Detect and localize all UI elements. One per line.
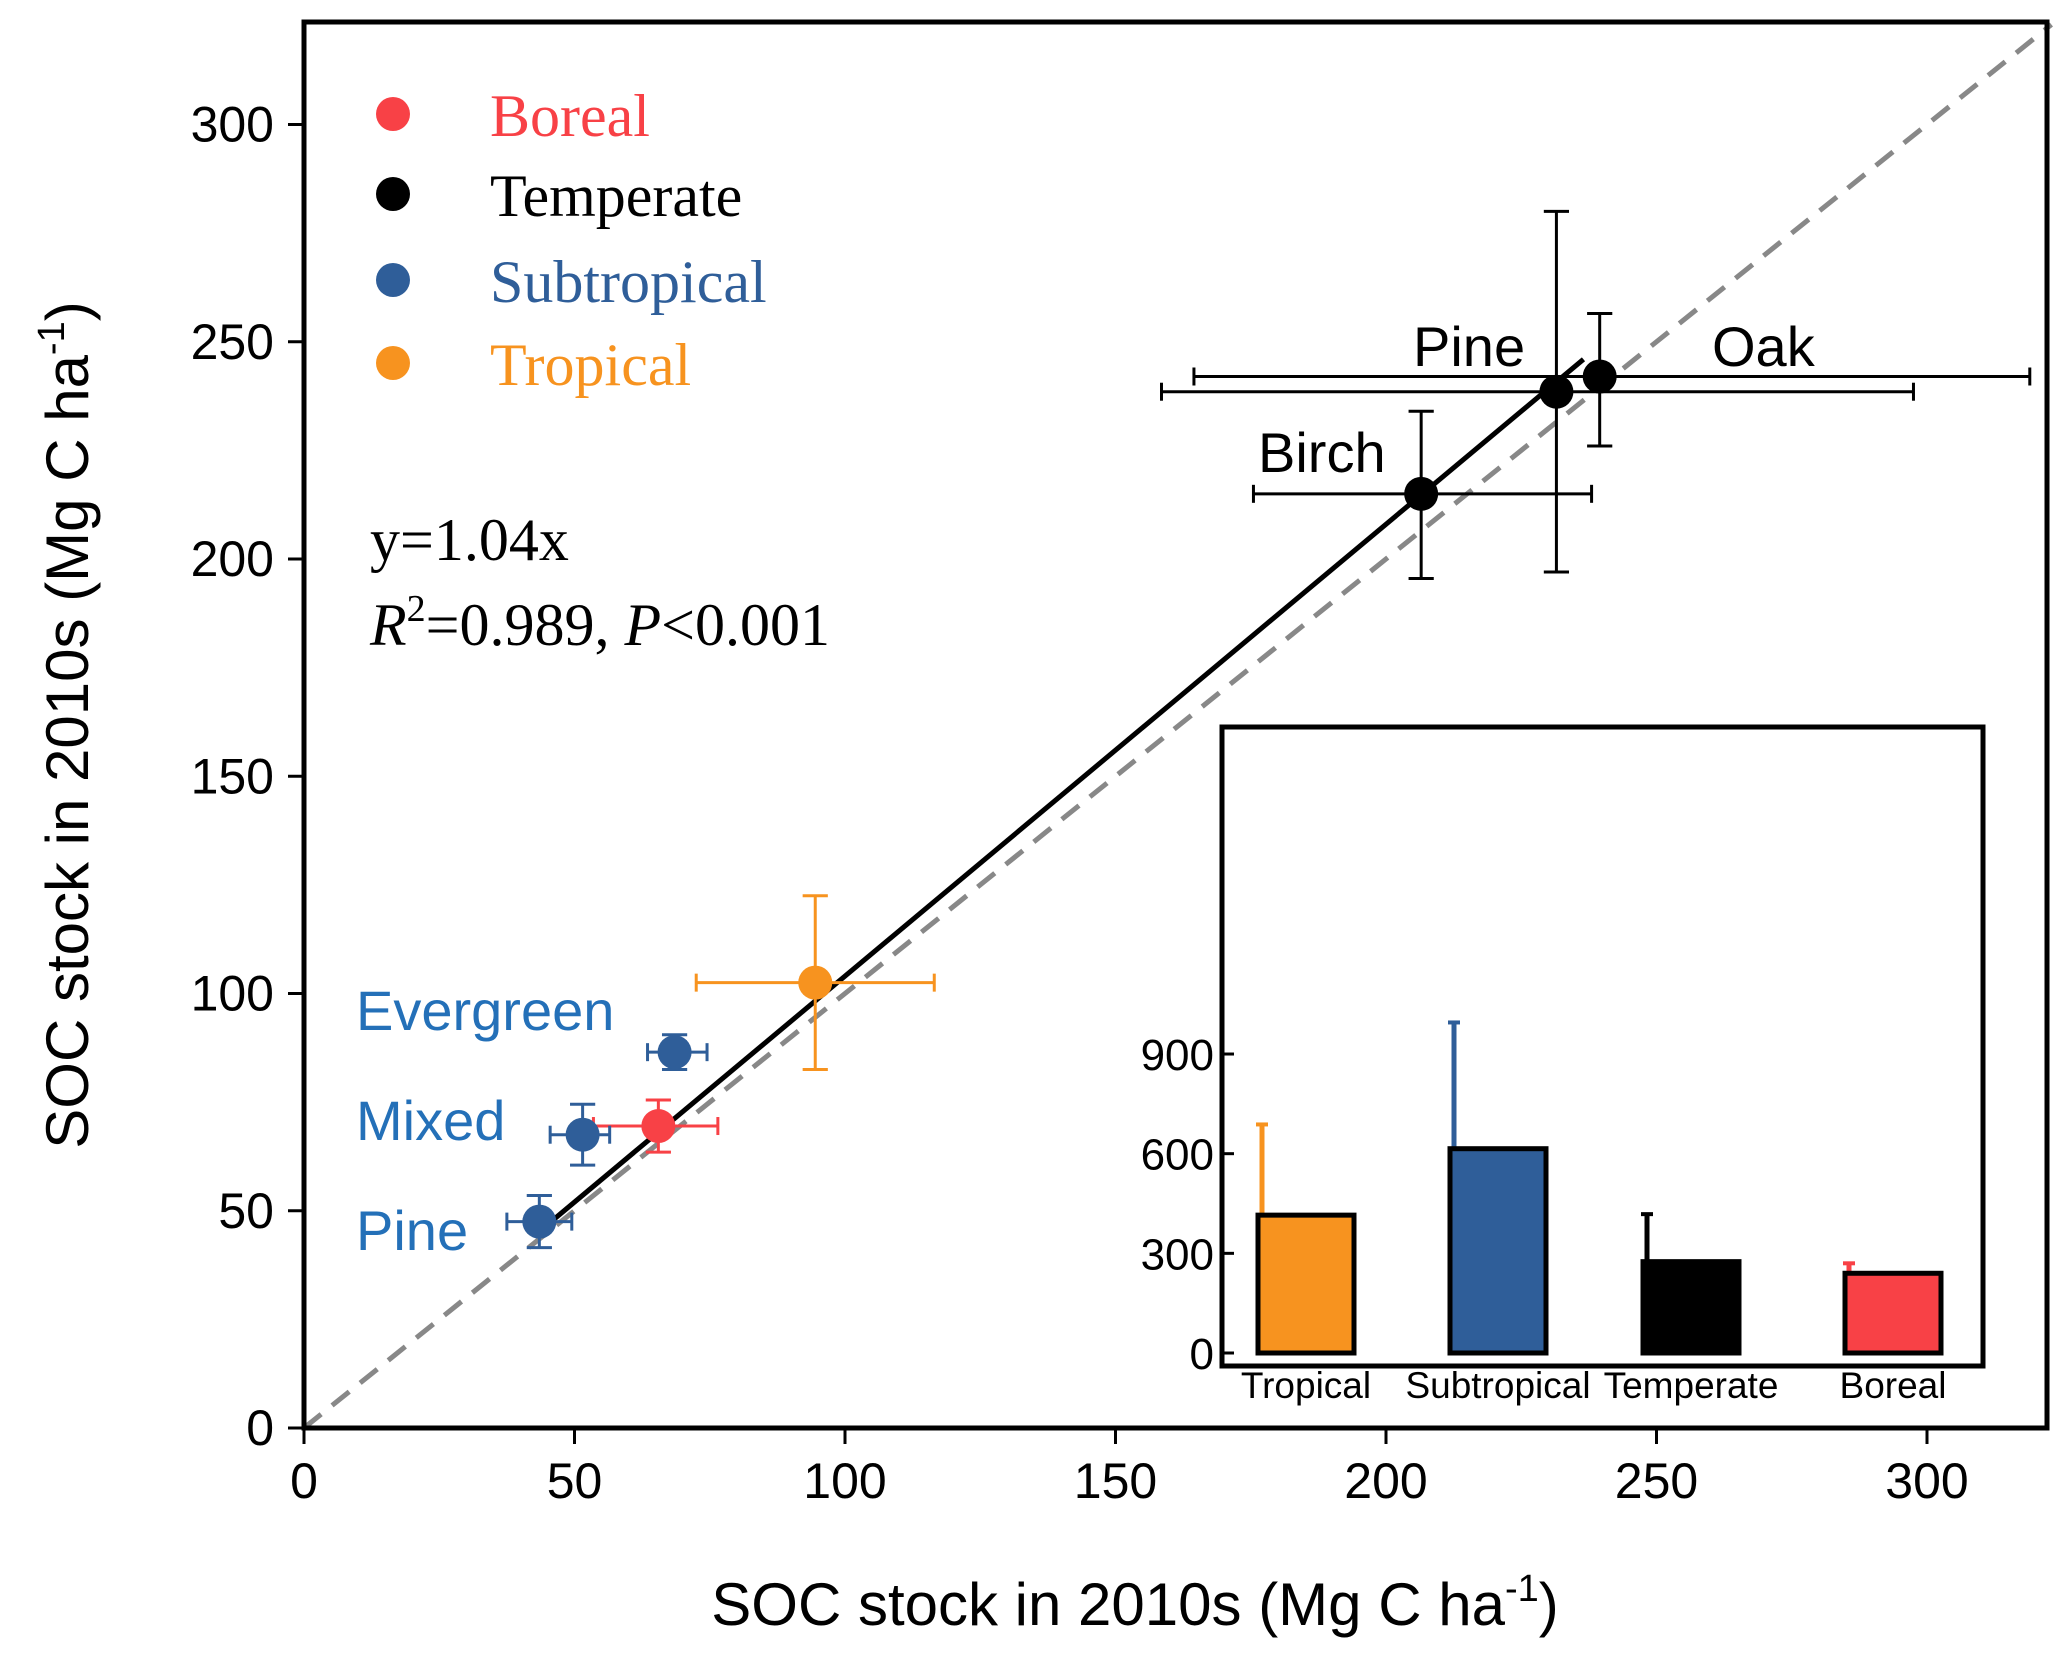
point-label: Pine xyxy=(356,1199,468,1262)
data-point-marker xyxy=(1404,476,1439,511)
data-point-subtropical xyxy=(646,1033,709,1072)
y-tick-label: 150 xyxy=(191,748,274,804)
inset-y-tick-label: 0 xyxy=(1190,1330,1214,1379)
x-tick-label: 150 xyxy=(1074,1453,1157,1509)
x-tick-label: 0 xyxy=(290,1453,318,1509)
data-point-marker xyxy=(657,1035,692,1070)
inset-y-tick-label: 900 xyxy=(1141,1031,1214,1080)
inset-bar-tropical xyxy=(1255,1212,1357,1356)
legend-label: Boreal xyxy=(490,83,650,149)
data-point-marker xyxy=(1539,374,1574,409)
point-label: Oak xyxy=(1712,315,1816,378)
legend-label: Tropical xyxy=(490,332,691,398)
x-tick-label: 250 xyxy=(1615,1453,1698,1509)
data-point-marker xyxy=(798,965,833,1000)
data-point-boreal xyxy=(591,1098,720,1154)
legend-label: Temperate xyxy=(490,163,742,229)
y-tick-label: 300 xyxy=(191,97,274,153)
data-point-marker xyxy=(1582,359,1617,394)
y-tick-label: 100 xyxy=(191,966,274,1022)
point-label: Evergreen xyxy=(356,979,614,1042)
point-label: Birch xyxy=(1258,421,1386,484)
inset-category-label: Subtropical xyxy=(1405,1365,1590,1406)
inset-category-label: Temperate xyxy=(1604,1365,1779,1406)
data-point-marker xyxy=(522,1204,557,1239)
fit-equation: y=1.04x xyxy=(370,507,569,573)
data-point-temperate xyxy=(1192,312,2032,448)
data-point-temperate xyxy=(1251,409,1594,581)
inset-y-tick-label: 300 xyxy=(1141,1230,1214,1279)
data-point-marker xyxy=(641,1109,676,1144)
x-tick-label: 300 xyxy=(1885,1453,1968,1509)
inset-bar-chart: Tropical Subtropical Temperate Boreal 0 300 60… xyxy=(1141,724,1986,1406)
x-tick-label: 50 xyxy=(547,1453,603,1509)
legend-label: Subtropical xyxy=(490,249,767,315)
y-tick-label: 200 xyxy=(191,531,274,587)
inset-category-label: Tropical xyxy=(1241,1365,1371,1406)
legend-marker xyxy=(376,346,410,380)
inset-category-label: Boreal xyxy=(1840,1365,1947,1406)
identity-line xyxy=(302,22,2053,1430)
data-point-temperate xyxy=(1159,209,1915,574)
data-point-subtropical xyxy=(548,1102,612,1167)
legend-marker xyxy=(376,177,410,211)
data-point-subtropical xyxy=(505,1194,574,1250)
y-axis-label: SOC stock in 2010s (Mg C ha-1) xyxy=(31,301,101,1148)
point-label: Pine xyxy=(1413,315,1525,378)
legend-marker xyxy=(376,97,410,131)
y-tick-label: 250 xyxy=(191,314,274,370)
y-tick-label: 0 xyxy=(246,1400,274,1456)
inset-bar-boreal xyxy=(1842,1270,1944,1356)
data-point-tropical xyxy=(694,894,936,1072)
point-label: Mixed xyxy=(356,1089,505,1152)
x-axis-label: SOC stock in 2010s (Mg C ha-1) xyxy=(711,1568,1558,1638)
inset-y-tick-label: 600 xyxy=(1141,1131,1214,1180)
x-tick-label: 200 xyxy=(1344,1453,1427,1509)
y-tick-label: 50 xyxy=(218,1183,274,1239)
main-scatter-plot: 0 50 100 150 200 250 300 0 50 100 150 200 250 300 SOC … xyxy=(31,19,2053,1638)
inset-bar-temperate xyxy=(1640,1259,1742,1356)
data-point-marker xyxy=(565,1117,600,1152)
plot-frame xyxy=(301,19,2050,1431)
fit-statistics: R2=0.989, P<0.001 xyxy=(369,588,830,658)
x-tick-label: 100 xyxy=(803,1453,886,1509)
legend-marker xyxy=(376,263,410,297)
inset-bar-subtropical xyxy=(1447,1146,1549,1356)
